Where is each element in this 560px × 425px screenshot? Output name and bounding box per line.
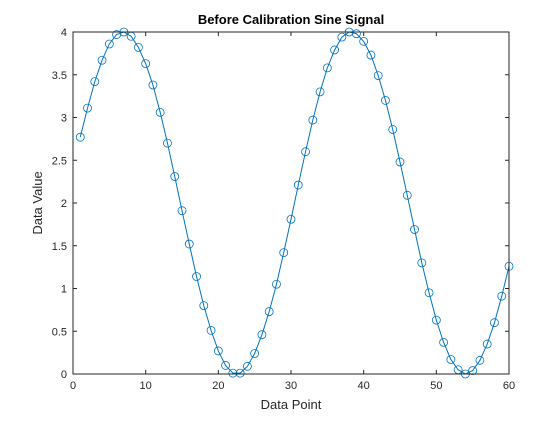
data-point-marker bbox=[468, 366, 478, 375]
y-tick-label: 3.5 bbox=[52, 70, 67, 82]
y-tick-label: 0 bbox=[61, 369, 67, 381]
data-point-marker bbox=[359, 37, 369, 46]
x-tick-label: 0 bbox=[70, 380, 76, 392]
data-point-marker bbox=[482, 339, 492, 349]
data-point-marker bbox=[83, 103, 92, 113]
data-point-marker bbox=[337, 32, 347, 42]
data-point-marker bbox=[155, 107, 165, 117]
data-point-marker bbox=[213, 346, 223, 356]
data-point-marker bbox=[250, 349, 260, 358]
data-point-marker bbox=[322, 63, 332, 73]
x-tick-label: 10 bbox=[140, 380, 152, 392]
data-point-marker bbox=[235, 368, 245, 378]
data-point-marker bbox=[75, 132, 85, 142]
data-point-marker bbox=[104, 39, 114, 49]
x-tick-label: 50 bbox=[430, 380, 442, 392]
data-point-marker bbox=[199, 301, 209, 311]
data-point-marker bbox=[417, 258, 427, 268]
data-point-marker bbox=[497, 291, 507, 301]
y-tick-label: 1 bbox=[61, 284, 67, 296]
x-axis-label: Data Point bbox=[261, 397, 322, 412]
data-point-marker bbox=[373, 71, 383, 81]
data-point-marker bbox=[330, 45, 340, 55]
y-tick-label: 2 bbox=[61, 198, 67, 210]
data-point-marker bbox=[286, 214, 296, 224]
data-point-marker bbox=[97, 55, 107, 65]
plot-area bbox=[73, 32, 509, 374]
data-point-marker bbox=[141, 59, 151, 69]
data-point-marker bbox=[90, 77, 100, 86]
data-point-marker bbox=[424, 288, 434, 298]
data-point-marker bbox=[184, 239, 194, 249]
y-tick-label: 1.5 bbox=[52, 241, 67, 253]
data-point-marker bbox=[308, 115, 318, 125]
y-tick-label: 0.5 bbox=[52, 326, 67, 338]
data-point-marker bbox=[264, 307, 274, 316]
y-axis-label: Data Value bbox=[30, 171, 45, 234]
data-point-marker bbox=[293, 180, 303, 190]
x-axis-ticks: 0 10 20 30 40 50 60 bbox=[70, 32, 515, 392]
data-point-marker bbox=[257, 330, 267, 340]
data-point-marker bbox=[206, 325, 216, 335]
y-tick-label: 2.5 bbox=[52, 155, 67, 167]
data-point-marker bbox=[366, 50, 376, 60]
y-tick-label: 4 bbox=[61, 27, 67, 39]
data-point-marker bbox=[315, 87, 325, 97]
data-point-marker bbox=[192, 272, 201, 281]
data-point-marker bbox=[228, 368, 238, 378]
data-point-marker bbox=[410, 225, 419, 234]
x-tick-label: 30 bbox=[285, 380, 297, 392]
x-tick-label: 60 bbox=[503, 380, 515, 392]
data-point-marker bbox=[431, 315, 441, 325]
data-point-marker bbox=[381, 96, 390, 105]
data-point-marker bbox=[242, 361, 252, 371]
data-point-marker bbox=[395, 157, 405, 167]
data-point-marker bbox=[446, 355, 456, 364]
data-point-marker bbox=[351, 29, 361, 39]
data-point-marker bbox=[148, 80, 158, 90]
data-point-marker bbox=[402, 190, 412, 200]
x-tick-label: 40 bbox=[358, 380, 370, 392]
data-point-marker bbox=[439, 337, 449, 347]
data-point-marker bbox=[279, 248, 289, 257]
data-point-marker bbox=[301, 147, 310, 157]
data-point-marker bbox=[177, 206, 187, 216]
data-point-marker bbox=[221, 361, 231, 370]
y-axis-ticks: 0 0.5 1 1.5 2 2.5 3 3.5 4 bbox=[52, 27, 509, 381]
chart-title: Before Calibration Sine Signal bbox=[198, 12, 384, 27]
data-point-marker bbox=[475, 355, 485, 365]
data-point-marker bbox=[163, 138, 172, 148]
data-point-marker bbox=[133, 42, 143, 52]
data-point-marker bbox=[490, 318, 499, 328]
data-point-marker bbox=[170, 172, 180, 181]
data-point-marker bbox=[272, 279, 281, 289]
data-point-marker bbox=[388, 125, 398, 134]
x-tick-label: 20 bbox=[212, 380, 224, 392]
y-tick-label: 3 bbox=[61, 113, 67, 125]
